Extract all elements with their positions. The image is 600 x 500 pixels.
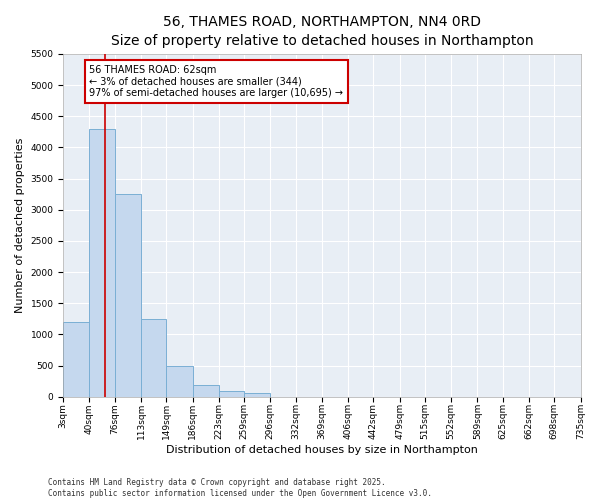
Bar [115, 194, 141, 397]
Text: 56 THAMES ROAD: 62sqm
← 3% of detached houses are smaller (344)
97% of semi-deta: 56 THAMES ROAD: 62sqm ← 3% of detached h… [89, 66, 343, 98]
Bar [166, 366, 193, 397]
Bar [219, 390, 244, 397]
Bar [193, 385, 219, 397]
Text: Contains HM Land Registry data © Crown copyright and database right 2025.
Contai: Contains HM Land Registry data © Crown c… [48, 478, 432, 498]
Bar [141, 319, 166, 397]
Bar [244, 393, 271, 397]
Y-axis label: Number of detached properties: Number of detached properties [15, 138, 25, 313]
X-axis label: Distribution of detached houses by size in Northampton: Distribution of detached houses by size … [166, 445, 478, 455]
Bar [63, 322, 89, 397]
Bar [89, 128, 115, 397]
Title: 56, THAMES ROAD, NORTHAMPTON, NN4 0RD
Size of property relative to detached hous: 56, THAMES ROAD, NORTHAMPTON, NN4 0RD Si… [110, 15, 533, 48]
